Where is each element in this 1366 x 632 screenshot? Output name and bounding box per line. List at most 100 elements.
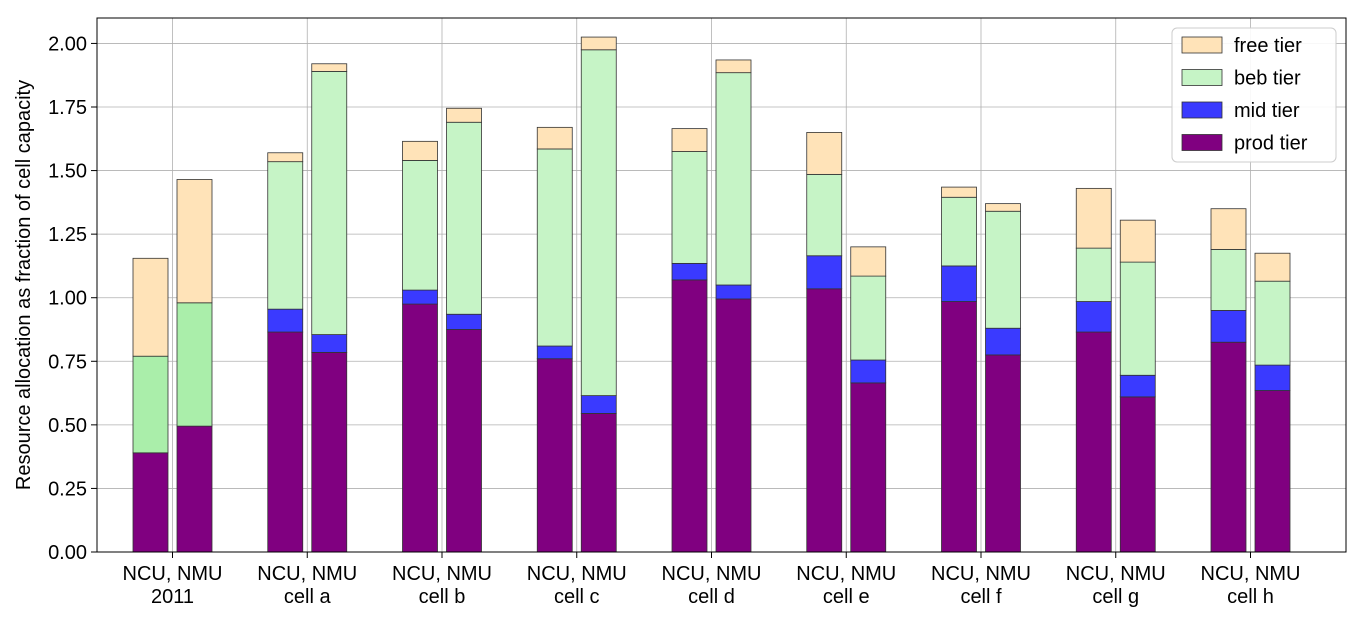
y-tick-label: 0.50 [48,415,87,437]
bar-prod-tier-ncu [1075,331,1112,553]
bar-free-tier-nmu [715,59,752,74]
bar-free-tier-nmu [1254,252,1291,282]
bar-free-tier-nmu [311,63,348,72]
bar-free-tier-nmu [176,179,213,304]
bar-free-tier-ncu [132,257,169,357]
bar-prod-tier-nmu [1254,390,1291,553]
x-tick-label-category: cell d [688,586,735,608]
bar-prod-tier-ncu [671,279,708,553]
bar-free-tier-ncu [671,128,708,152]
y-tick-label: 0.75 [48,351,87,373]
x-tick-label-group: NCU, NMU [1066,563,1166,585]
y-axis-label: Resource allocation as fraction of cell … [13,80,35,490]
bar-mid-tier-nmu [1254,364,1291,391]
bar-mid-tier-ncu [267,308,304,333]
legend-swatch-free-tier [1181,36,1223,54]
bar-beb-tier-nmu [985,210,1021,329]
x-tick-label-category: cell c [554,586,600,608]
bar-prod-tier-ncu [1210,341,1247,553]
bar-beb-tier-nmu [446,121,482,315]
bar-beb-tier-ncu [1075,247,1112,302]
bar-free-tier-nmu [1119,219,1156,263]
bar-prod-tier-ncu [536,358,573,553]
bar-prod-tier-nmu [446,329,482,553]
x-tick-label-category: cell f [960,586,1002,608]
bar-free-tier-ncu [536,126,573,150]
legend-label-beb-tier: beb tier [1234,68,1301,90]
y-tick-label: 1.75 [48,97,87,119]
bar-beb-tier-nmu [580,49,617,397]
bar-free-tier-ncu [1075,187,1112,249]
bar-free-tier-nmu [985,203,1021,212]
bar-free-tier-ncu [941,186,977,198]
bar-mid-tier-nmu [446,313,482,330]
x-tick-label-group: NCU, NMU [392,563,492,585]
bar-free-tier-nmu [446,107,482,123]
bar-prod-tier-nmu [715,298,752,553]
bar-prod-tier-nmu [176,425,213,553]
legend-box [1171,27,1337,163]
bar-mid-tier-ncu [671,262,708,281]
bars [132,36,1291,553]
bar-beb-tier-nmu [311,71,348,335]
bar-free-tier-ncu [267,152,304,163]
bar-prod-tier-nmu [850,382,887,553]
bar-beb-tier-ncu [806,173,843,257]
y-tick-label: 0.00 [48,542,87,564]
bar-beb-tier-ncu [1210,248,1247,311]
plot-frame [96,17,1347,553]
y-tick-label: 2.00 [48,33,87,55]
bar-prod-tier-ncu [402,303,438,553]
bar-beb-tier-ncu [941,196,977,267]
x-tick-label-category: cell h [1227,586,1274,608]
bar-free-tier-nmu [580,36,617,51]
x-tick-label-group: NCU, NMU [527,563,627,585]
bar-free-tier-ncu [806,132,843,175]
bar-prod-tier-nmu [985,354,1021,553]
legend-swatch-beb-tier [1181,69,1223,86]
bar-beb-tier-ncu [671,151,708,264]
bar-mid-tier-ncu [402,289,438,305]
x-tick-label-category: cell g [1092,586,1139,608]
bar-prod-tier-ncu [132,452,169,553]
x-tick-label-category: cell b [419,586,466,608]
y-tick-label: 1.25 [48,224,87,246]
bar-free-tier-ncu [402,140,438,161]
x-tick-label-group: NCU, NMU [796,563,896,585]
bar-prod-tier-ncu [806,288,843,553]
y-tick-label: 0.25 [48,478,87,500]
bar-mid-tier-ncu [1075,301,1112,333]
bar-prod-tier-nmu [1119,396,1156,553]
y-axis: 0.00 0.25 0.50 0.75 1.00 1.25 1.50 1.75 2.00 [48,33,97,564]
bar-mid-tier-nmu [311,334,348,353]
y-tick-label: 1.00 [48,288,87,310]
x-tick-label-category: cell e [823,586,870,608]
legend: free tier beb tier mid tier prod tier [1171,27,1337,163]
bar-beb-tier-nmu [176,302,213,427]
x-tick-label-group: NCU, NMU [123,563,223,585]
legend-swatch-prod-tier [1181,134,1223,151]
bar-prod-tier-nmu [580,413,617,553]
x-tick-label-group: NCU, NMU [662,563,762,585]
bar-mid-tier-nmu [1119,374,1156,398]
bar-mid-tier-ncu [536,345,573,360]
bar-prod-tier-nmu [311,351,348,553]
bar-beb-tier-ncu [536,148,573,347]
bar-beb-tier-ncu [267,161,304,310]
bar-beb-tier-ncu [402,159,438,291]
x-tick-label-category: cell a [284,586,332,608]
x-tick-label-group: NCU, NMU [931,563,1031,585]
bar-mid-tier-nmu [985,327,1021,356]
bar-mid-tier-nmu [850,359,887,384]
bar-free-tier-nmu [850,246,887,277]
bar-prod-tier-ncu [267,331,304,553]
legend-label-prod-tier: prod tier [1234,133,1308,155]
legend-label-free-tier: free tier [1234,35,1302,57]
legend-swatch-mid-tier [1181,101,1223,119]
x-tick-label-group: NCU, NMU [257,563,357,585]
bar-mid-tier-ncu [1210,310,1247,343]
bar-beb-tier-nmu [715,72,752,286]
